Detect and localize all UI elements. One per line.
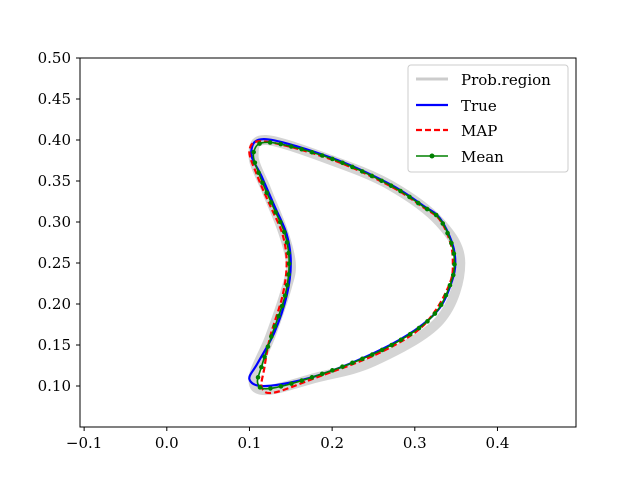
legend-label-prob-region: Prob.region xyxy=(461,71,551,89)
series-mean-marker xyxy=(398,188,403,194)
legend-label-mean: Mean xyxy=(461,148,504,166)
x-tick-label: −0.1 xyxy=(66,434,102,452)
series-mean-marker xyxy=(286,250,291,256)
series-mean-marker xyxy=(269,334,274,339)
series-mean-marker xyxy=(447,282,453,288)
legend-box xyxy=(407,64,569,173)
series-mean-marker xyxy=(289,381,294,386)
series-layer xyxy=(248,138,457,395)
series-mean-marker xyxy=(252,160,258,165)
series-mean-marker xyxy=(319,153,325,158)
series-mean-marker xyxy=(272,323,278,329)
series-mean-marker xyxy=(256,170,261,176)
series-mean-marker xyxy=(443,292,449,298)
series-mean-marker xyxy=(255,375,261,380)
series-mean-marker xyxy=(407,331,413,337)
series-mean-marker xyxy=(451,251,457,256)
series-mean-marker xyxy=(340,160,345,166)
series-mean-marker xyxy=(416,325,422,331)
series-mean-marker xyxy=(309,149,315,155)
series-mean-marker xyxy=(452,262,457,267)
y-tick-label: 0.15 xyxy=(38,336,71,354)
legend-label-true: True xyxy=(461,97,497,115)
series-mean-marker xyxy=(286,272,291,277)
series-mean-marker xyxy=(268,386,273,391)
x-tick-label: 0.3 xyxy=(403,434,427,452)
series-mean-marker xyxy=(319,371,325,377)
series-mean-marker xyxy=(288,144,294,149)
series-mean-marker xyxy=(273,209,278,215)
series-mean-marker xyxy=(449,240,454,246)
series-mean-marker xyxy=(433,212,439,218)
y-tick-label: 0.30 xyxy=(38,213,71,231)
series-mean-marker xyxy=(415,200,421,206)
series-mean-marker xyxy=(438,302,444,308)
series-mean-marker xyxy=(388,183,394,188)
y-tick-label: 0.35 xyxy=(38,172,71,190)
series-mean-marker xyxy=(282,293,288,298)
series-mean-marker xyxy=(260,180,265,186)
y-tick-label: 0.40 xyxy=(38,131,71,149)
x-tick-label: 0.0 xyxy=(155,434,179,452)
series-mean-marker xyxy=(370,352,375,357)
series-mean-marker xyxy=(265,344,271,349)
series-mean-marker xyxy=(398,337,404,343)
series-mean-marker xyxy=(276,313,281,319)
legend: Prob.region True MAP Mean xyxy=(407,64,569,173)
series-mean-marker xyxy=(264,190,270,195)
y-tick-label: 0.10 xyxy=(38,377,71,395)
series-mean-marker xyxy=(440,221,446,226)
series-mean-marker xyxy=(268,200,274,205)
series-mean-marker xyxy=(281,229,287,235)
series-mean-marker xyxy=(286,261,292,267)
series-mean-marker xyxy=(262,354,267,360)
legend-swatch-mean-marker xyxy=(429,153,435,159)
series-mean-marker xyxy=(389,342,394,348)
series-mean-marker xyxy=(278,384,284,389)
series-mean-marker xyxy=(425,319,430,324)
series-mean-marker xyxy=(330,368,335,373)
series-mean-marker xyxy=(277,219,283,225)
series-mean-marker xyxy=(359,169,365,174)
series-mean-marker xyxy=(450,272,456,278)
series-mean-marker xyxy=(424,206,430,212)
y-axis: 0.10 0.15 0.20 0.25 0.30 0.35 0.40 0.45 0.50 xyxy=(38,49,80,395)
series-mean-marker xyxy=(267,140,273,145)
series-mean-marker xyxy=(257,141,262,146)
series-mean-marker xyxy=(284,282,290,288)
series-mean xyxy=(252,141,456,390)
series-mean-marker xyxy=(379,347,385,353)
series-mean-marker xyxy=(284,240,290,245)
series-mean-marker xyxy=(369,173,375,179)
series-mean-marker xyxy=(330,156,335,162)
x-tick-label: 0.1 xyxy=(238,434,262,452)
plot-frame xyxy=(79,57,577,428)
series-mean-marker xyxy=(259,364,264,370)
series-mean-marker xyxy=(407,194,412,200)
series-mean-marker xyxy=(309,375,315,380)
series-mean-marker xyxy=(299,146,304,152)
series-mean-marker xyxy=(432,311,438,316)
series-mean-marker xyxy=(299,378,305,383)
series-mean-marker xyxy=(360,356,365,362)
series-mean-marker xyxy=(379,178,384,184)
series-mean-marker xyxy=(257,385,263,390)
series-mean-marker xyxy=(350,164,355,170)
series-mean-marker xyxy=(278,141,284,147)
y-tick-label: 0.50 xyxy=(38,49,71,67)
legend-label-map: MAP xyxy=(461,122,497,140)
x-tick-label: 0.4 xyxy=(486,434,510,452)
series-mean-marker xyxy=(350,360,355,366)
x-tick-label: 0.2 xyxy=(320,434,344,452)
x-axis: −0.1 0.0 0.1 0.2 0.3 0.4 xyxy=(66,427,509,452)
series-mean-marker xyxy=(340,364,345,369)
y-tick-label: 0.20 xyxy=(38,295,71,313)
y-tick-label: 0.45 xyxy=(38,90,71,108)
series-mean-marker xyxy=(251,149,256,155)
y-tick-label: 0.25 xyxy=(38,254,71,272)
series-mean-marker xyxy=(279,303,285,309)
series-mean-marker xyxy=(445,230,450,236)
